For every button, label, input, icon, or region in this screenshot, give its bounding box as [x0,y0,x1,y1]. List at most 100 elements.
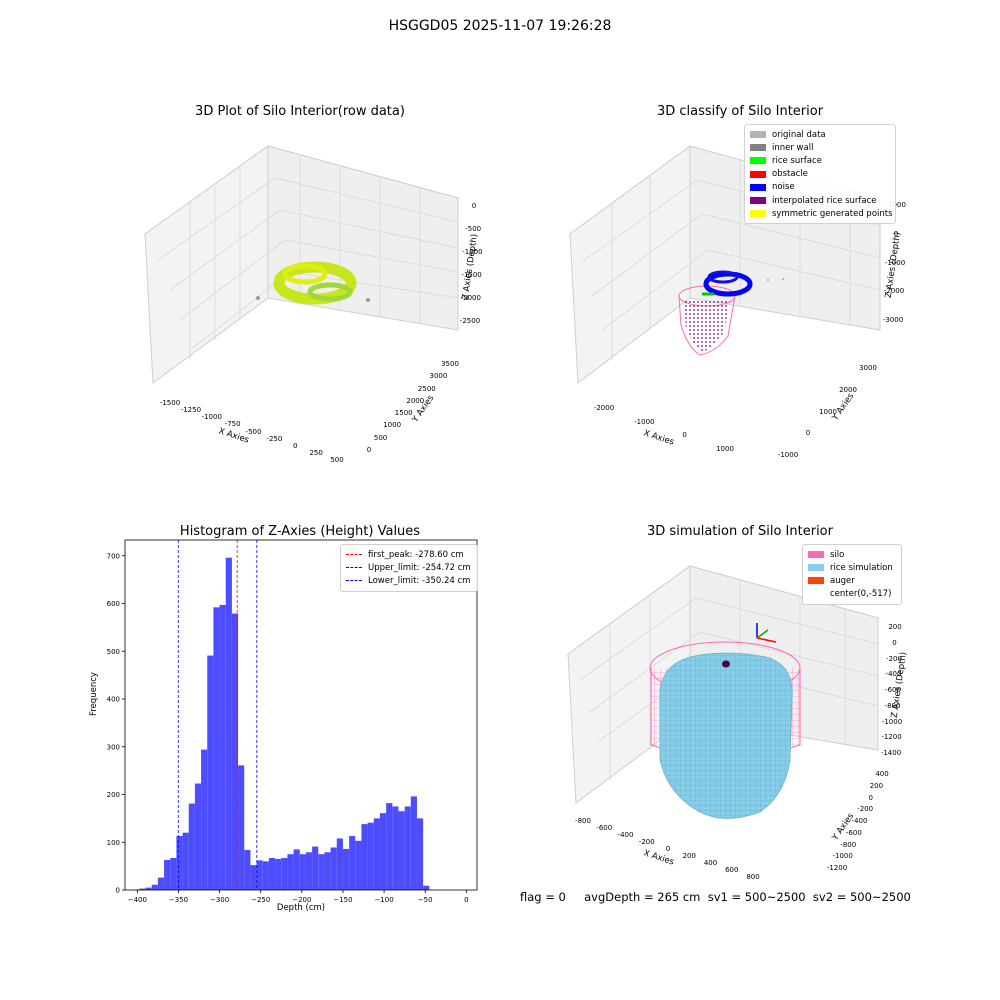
simulation-plot-title: 3D simulation of Silo Interior [647,524,833,539]
classify-plot-title: 3D classify of Silo Interior [656,104,824,119]
classify-x-tick-label: 1000 [716,445,734,453]
simulation-y-tick-label: -800 [840,840,857,849]
raw-plot-title: 3D Plot of Silo Interior(row data) [195,104,405,119]
raw-x-tick-label: -1000 [201,413,222,422]
histogram-bar [355,840,362,890]
histogram-legend: first_peak: -278.60 cm Upper_limit: -254.… [340,544,478,592]
histogram-bar [367,822,374,890]
histogram-bar [250,865,257,890]
legend-label: auger [830,575,855,586]
simulation-x-tick-label: 0 [665,845,671,853]
histogram-bar [305,852,313,890]
histogram-bar [176,836,183,890]
simulation-z-ticks: 200 0 -200 -400 -600 -800 -1000 -1200 -1400 [0,0,902,757]
histogram-bar [194,783,202,890]
classify-z-tick-label: 0 [893,229,899,238]
classify-y-tick-label: 0 [805,429,811,438]
legend-entry: center(0,-517) [808,588,896,601]
histogram-y-axis-label: Frequency [89,672,99,716]
raw-x-tick-label: -1250 [180,406,202,415]
histogram-bar [238,765,245,890]
raw-x-tick-label: -1500 [159,399,181,407]
histogram-x-axis-label: Depth (cm) [276,903,326,913]
histogram-bar [386,803,393,890]
legend-entry: symmetric generated points [750,207,893,220]
legend-label: interpolated rice surface [772,195,877,206]
histogram-y-tick-label: 500 [107,648,120,656]
legend-swatch [750,157,766,165]
histogram-bar [410,796,417,890]
raw-z-tick-label: -1000 [462,248,483,256]
legend-label: Upper_limit: -254.72 cm [368,562,471,573]
raw-y-tick-label: 1500 [394,409,413,418]
histogram-x-tick-label: −100 [374,896,393,904]
legend-entry: rice surface [750,154,890,167]
simulation-y-tick-label: 400 [875,770,889,778]
simulation-x-tick-label: -200 [638,838,655,846]
classify-y-tick-label: -1000 [777,451,799,459]
legend-swatch [750,144,766,152]
simulation-x-tick-label: 800 [746,873,760,881]
histogram-x-tick-label: −250 [251,896,270,904]
histogram-bar [330,847,337,890]
classify-z-tick-label: -3000 [882,316,904,324]
raw-y-tick-label: 2000 [406,396,425,405]
classify-z-tick-label: -2000 [883,287,905,296]
histogram-bar [398,811,405,890]
simulation-x-tick-label: 600 [725,866,739,874]
histogram-bar [423,885,430,890]
histogram-bar [379,813,387,890]
histogram-x-tick-label: −50 [418,896,433,904]
histogram-x-tick-label: 0 [464,896,468,904]
classify-legend: original data inner wall rice surface obsta… [744,124,896,225]
histogram-bar [404,806,411,890]
histogram-x-tick-label: −350 [169,896,188,904]
simulation-z-tick-label: -1200 [881,733,902,742]
legend-label: original data [772,129,826,140]
histogram-bar [231,613,239,890]
raw-x-ticks: -1500 -1250 -1000 -750 -500 -250 0 250 500 [0,0,344,464]
legend-entry: first_peak: -278.60 cm [346,548,472,561]
histogram-bar [256,860,263,890]
legend-label: symmetric generated points [772,208,893,219]
legend-swatch [808,551,824,559]
histogram-bar [281,858,288,890]
legend-entry: silo [808,548,896,561]
histogram-bar [268,858,276,890]
simulation-z-tick-label: -600 [885,686,901,694]
histogram-y-tick-label: 200 [107,791,120,799]
histogram-bar [219,604,226,890]
raw-x-tick-label: 250 [309,448,323,457]
histogram-bar [225,557,232,890]
histogram-bar [293,849,300,890]
simulation-z-tick-label: 0 [892,638,897,647]
histogram-bar [342,848,350,890]
raw-y-ticks: 0 500 1000 1500 2000 2500 3000 3500 [0,0,459,454]
histogram-bar [213,607,220,890]
histogram-bar [373,818,380,890]
classify-z-tick-label: -1000 [884,258,906,267]
raw-z-tick-label: -1500 [461,271,482,279]
histogram-y-tick-label: 600 [107,600,120,608]
classify-x-ticks: -2000 -1000 0 1000 [0,0,734,453]
histogram-bar [287,854,294,890]
status-line: flag = 0 avgDepth = 265 cm sv1 = 500~250… [520,890,911,904]
histogram-y-tick-label: 700 [107,552,120,560]
raw-y-tick-label: 3000 [429,372,448,381]
histogram-x-tick-label: −200 [292,896,311,904]
histogram-bar [151,884,158,890]
simulation-y-tick-label: -1000 [832,852,853,861]
histogram-x-tick-label: −300 [210,896,229,904]
legend-label: Lower_limit: -350.24 cm [368,575,471,586]
legend-label: obstacle [772,169,808,180]
legend-entry: noise [750,181,890,194]
legend-entry: Lower_limit: -350.24 cm [346,574,472,587]
histogram-bar [145,887,152,890]
legend-entry: interpolated rice surface [750,194,890,207]
raw-y-tick-label: 2500 [417,384,436,393]
histogram-bar [312,846,319,890]
legend-swatch [808,577,824,585]
legend-line-swatch [346,580,362,582]
raw-z-tick-label: 0 [471,202,477,210]
